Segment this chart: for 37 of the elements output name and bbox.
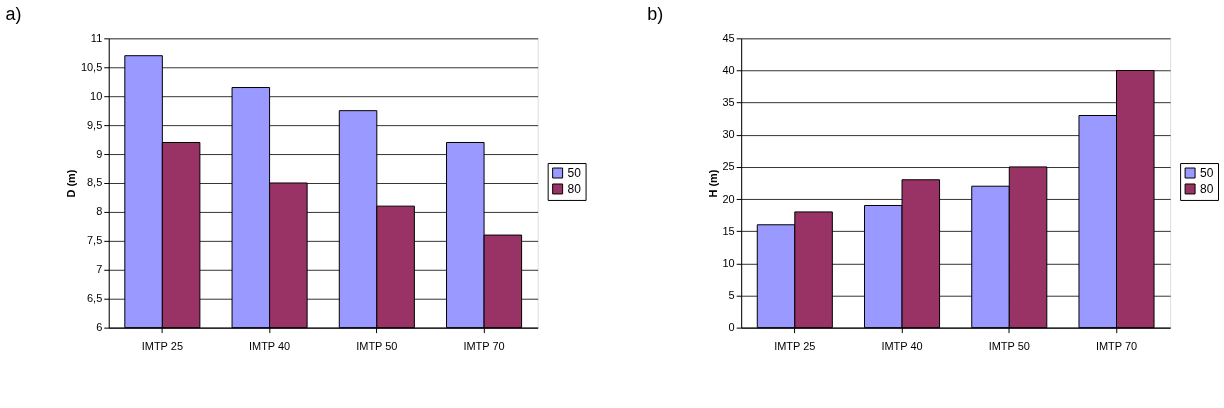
y-tick-label: 40 [722, 63, 735, 76]
y-axis-title: D (m) [64, 169, 77, 198]
x-tick-label: IMTP 25 [141, 340, 183, 353]
y-tick-label: 9,5 [87, 118, 103, 131]
y-tick-label: 11 [90, 31, 103, 44]
x-tick-label: IMTP 70 [463, 340, 505, 353]
x-tick-label: IMTP 70 [1095, 340, 1138, 353]
y-tick-label: 10 [722, 256, 735, 269]
legend-label: 50 [567, 166, 582, 180]
y-tick-label: 25 [722, 160, 735, 173]
chart-title: b) [647, 4, 664, 25]
x-tick-label: IMTP 40 [881, 340, 923, 353]
y-tick-label: 8,5 [87, 176, 103, 189]
x-tick-label: IMTP 50 [988, 340, 1030, 353]
y-tick-label: 9 [96, 147, 103, 160]
y-tick-label: 0 [728, 321, 735, 334]
y-tick-label: 7,5 [87, 234, 103, 247]
legend-label: 80 [1200, 181, 1214, 196]
y-tick-label: 30 [722, 128, 735, 141]
y-tick-label: 10,5 [80, 60, 103, 73]
x-tick-label: IMTP 50 [356, 340, 398, 353]
y-tick-label: 5 [728, 288, 735, 301]
chart-title: a) [5, 4, 22, 25]
y-tick-label: 10 [90, 89, 103, 102]
x-tick-label: IMTP 40 [248, 340, 291, 353]
legend-label: 80 [567, 181, 582, 196]
y-tick-label: 6 [96, 321, 103, 334]
x-tick-label: IMTP 25 [774, 340, 816, 353]
y-tick-label: 15 [722, 224, 735, 237]
y-tick-label: 35 [722, 96, 735, 109]
y-tick-label: 8 [96, 205, 103, 218]
y-axis-title: H (m) [706, 169, 719, 198]
y-tick-label: 45 [722, 31, 735, 44]
y-tick-label: 20 [722, 192, 735, 205]
legend-label: 50 [1200, 166, 1214, 180]
y-tick-label: 7 [96, 263, 103, 276]
y-tick-label: 6,5 [87, 292, 103, 305]
